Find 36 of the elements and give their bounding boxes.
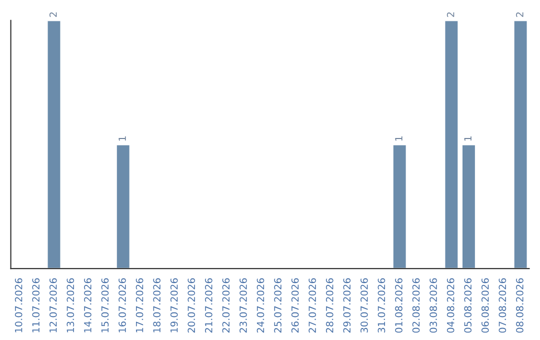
data-label: 2 xyxy=(49,12,57,17)
x-tick-label: 06.08.2026 xyxy=(481,278,489,333)
x-tick-label: 02.08.2026 xyxy=(412,278,420,333)
x-tick-label: 25.07.2026 xyxy=(274,278,282,333)
x-tick-label: 16.07.2026 xyxy=(118,278,126,332)
x-tick-label: 31.07.2026 xyxy=(378,278,386,333)
x-tick-label: 08.08.2026 xyxy=(516,278,524,333)
x-tick-label: 21.07.2026 xyxy=(204,278,212,333)
x-tick-label: 29.07.2026 xyxy=(343,278,351,333)
x-tick-label: 17.07.2026 xyxy=(136,278,144,332)
x-tick-label: 23.07.2026 xyxy=(240,278,247,333)
x-tick-label: 01.08.2026 xyxy=(395,278,402,333)
x-tick-label: 28.07.2026 xyxy=(326,278,334,333)
x-tick-label: 24.07.2026 xyxy=(256,278,264,333)
x-tick-label: 22.07.2026 xyxy=(222,278,230,333)
x-tick-label: 11.07.2026 xyxy=(32,278,40,332)
x-tick-label: 04.08.2026 xyxy=(446,278,454,333)
x-tick-label: 26.07.2026 xyxy=(291,278,299,333)
x-tick-label: 20.07.2026 xyxy=(188,278,196,333)
x-tick-label: 18.07.2026 xyxy=(153,278,160,332)
x-tick-label: 10.07.2026 xyxy=(14,278,22,332)
x-tick-label: 27.07.2026 xyxy=(308,278,316,333)
x-tick-label: 03.08.2026 xyxy=(430,278,437,333)
x-tick-label: 13.07.2026 xyxy=(66,278,74,332)
data-label: 2 xyxy=(446,12,454,17)
x-tick-label: 30.07.2026 xyxy=(360,278,368,333)
data-label: 2 xyxy=(516,12,524,17)
x-tick-label: 14.07.2026 xyxy=(84,278,92,332)
data-label: 1 xyxy=(395,136,402,141)
x-tick-label: 19.07.2026 xyxy=(170,278,178,332)
x-tick-label: 05.08.2026 xyxy=(464,278,472,333)
x-tick-label: 12.07.2026 xyxy=(49,278,57,332)
data-label: 1 xyxy=(118,136,126,141)
data-label: 1 xyxy=(464,136,472,141)
x-tick-label: 07.08.2026 xyxy=(498,278,506,333)
x-tick-label: 15.07.2026 xyxy=(101,278,109,332)
